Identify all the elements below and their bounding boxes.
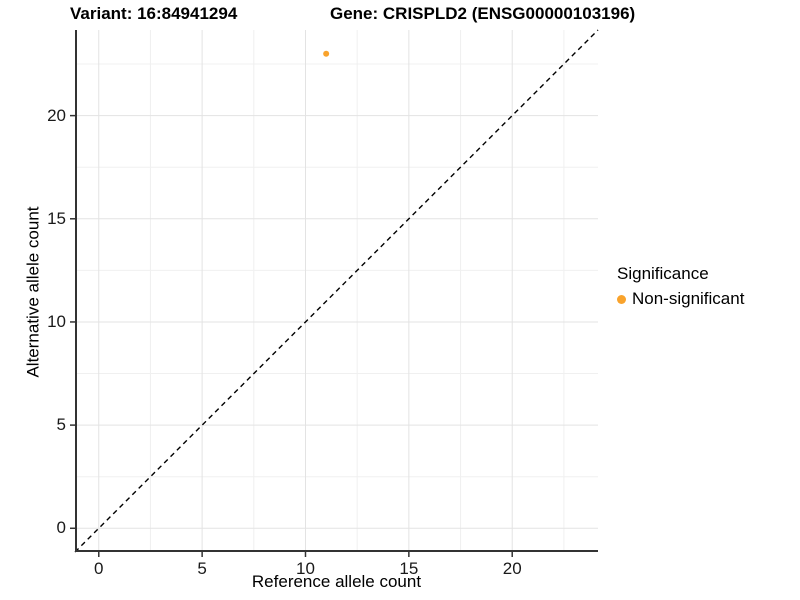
legend: Significance Non-significant xyxy=(617,264,744,309)
legend-entry: Non-significant xyxy=(617,289,744,309)
y-tick-label: 10 xyxy=(47,311,66,331)
x-tick-label: 0 xyxy=(94,559,104,578)
plot-panel xyxy=(70,29,599,557)
plot-canvas xyxy=(70,29,599,557)
data-point xyxy=(323,50,330,57)
variant-title: Variant: 16:84941294 xyxy=(70,4,238,23)
x-tick-label: 20 xyxy=(502,559,522,578)
legend-entry-label: Non-significant xyxy=(632,289,745,308)
y-tick-label: 0 xyxy=(56,518,66,538)
y-tick-label: 5 xyxy=(56,415,66,435)
legend-point-icon xyxy=(617,294,626,304)
y-tick-label: 15 xyxy=(47,208,66,228)
y-tick-label: 20 xyxy=(47,105,66,125)
legend-title: Significance xyxy=(617,264,709,283)
x-tick-label: 15 xyxy=(399,559,419,578)
x-tick-label: 10 xyxy=(296,559,315,578)
identity-line xyxy=(74,29,599,553)
gene-title: Gene: CRISPLD2 (ENSG00000103196) xyxy=(330,4,636,23)
x-axis-title: Reference allele count xyxy=(251,572,422,591)
x-tick-label: 5 xyxy=(197,559,207,578)
